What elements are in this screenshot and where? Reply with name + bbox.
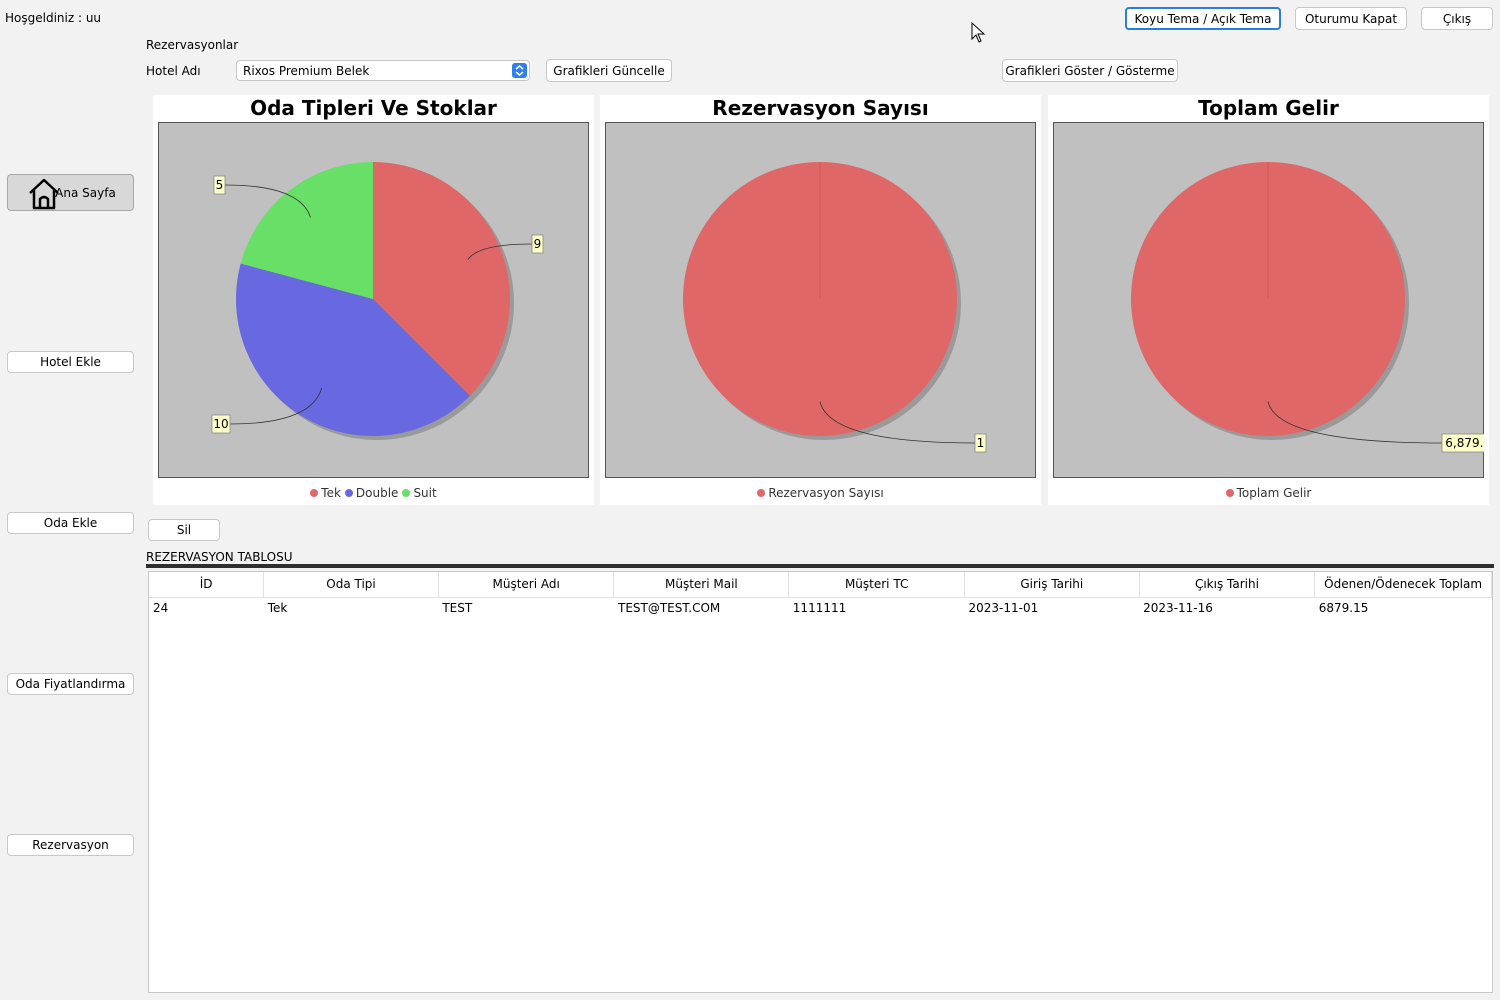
label-leader xyxy=(229,387,323,425)
pie-chart: 1 xyxy=(605,122,1036,478)
data-label: 1 xyxy=(974,433,987,453)
table-row[interactable]: 24 Tek TEST TEST@TEST.COM 1111111 2023-11-01 2… xyxy=(149,597,1492,619)
table-header-cell[interactable]: İD xyxy=(149,572,265,598)
legend-item: Rezervasyon Sayısı xyxy=(757,486,884,500)
data-label-text: 9 xyxy=(534,237,542,251)
pie-slice xyxy=(235,263,470,437)
chart-legend: Rezervasyon Sayısı xyxy=(600,486,1041,500)
divider xyxy=(146,564,1494,568)
legend-item: Tek xyxy=(310,486,341,500)
pie-slice xyxy=(373,162,510,396)
table-cell: 24 xyxy=(153,601,169,616)
sidebar-item-room-pricing[interactable]: Oda Fiyatlandırma xyxy=(7,673,134,695)
table-header-cell[interactable]: Oda Tipi xyxy=(263,572,439,598)
delete-button[interactable]: Sil xyxy=(148,519,220,541)
chart-legend: Tek Double Suit xyxy=(153,486,594,500)
legend-item: Double xyxy=(344,486,399,500)
sidebar-item-hotel-add[interactable]: Hotel Ekle xyxy=(7,351,134,373)
table-cell: 2023-11-01 xyxy=(968,601,1039,616)
sidebar-item-label: Oda Ekle xyxy=(43,516,98,530)
reservation-table[interactable]: İD Oda Tipi Müşteri Adı Müşteri Mail Müşteri… xyxy=(148,571,1493,993)
table-cell: 2023-11-16 xyxy=(1143,601,1213,616)
table-cell: 6879.15 xyxy=(1318,601,1369,616)
select-arrows-icon[interactable] xyxy=(512,63,527,78)
sidebar-item-reservation[interactable]: Rezervasyon xyxy=(7,834,134,856)
pie-slice xyxy=(240,162,373,299)
label-leader xyxy=(224,184,311,218)
chart-room-types: Oda Tipleri Ve Stoklar 9 10 5 Tek Double Sui… xyxy=(153,95,594,505)
mouse-cursor-icon xyxy=(971,22,986,43)
home-icon xyxy=(29,178,59,210)
legend-label: Rezervasyon Sayısı xyxy=(768,486,884,500)
logout-button[interactable]: Oturumu Kapat xyxy=(1295,7,1407,30)
table-header-cell[interactable]: Giriş Tarihi xyxy=(964,572,1140,598)
section-title: Rezervasyonlar xyxy=(146,38,239,52)
sidebar-item-label: Oda Fiyatlandırma xyxy=(15,677,126,691)
pie-chart: 9 10 5 xyxy=(158,122,589,478)
data-label-box xyxy=(211,414,231,434)
legend-label: Tek xyxy=(321,486,341,500)
chart-legend: Toplam Gelir xyxy=(1048,486,1489,500)
table-cell: TEST xyxy=(442,601,473,616)
data-label-box xyxy=(974,433,987,453)
data-label: 6,879.15 xyxy=(1441,433,1484,453)
table-cell: Tek xyxy=(267,601,288,616)
exit-button[interactable]: Çıkış xyxy=(1421,7,1493,30)
legend-swatch xyxy=(310,489,319,497)
hotel-select-value: Rixos Premium Belek xyxy=(243,63,370,78)
sidebar-item-home[interactable]: Ana Sayfa xyxy=(7,174,134,211)
chart-title: Oda Tipleri Ve Stoklar xyxy=(250,96,497,120)
chart-reservation-count: Rezervasyon Sayısı 1 Rezervasyon Sayısı xyxy=(600,95,1041,505)
table-header-row: İD Oda Tipi Müşteri Adı Müşteri Mail Müşteri… xyxy=(149,572,1492,598)
legend-swatch xyxy=(1225,489,1234,497)
sidebar-item-label: Rezervasyon xyxy=(32,838,109,852)
chart-title: Toplam Gelir xyxy=(1198,96,1339,120)
label-leader xyxy=(1267,401,1443,444)
chart-title: Rezervasyon Sayısı xyxy=(712,96,929,120)
data-label-text: 10 xyxy=(213,417,228,431)
data-label: 5 xyxy=(213,175,226,195)
sidebar-item-label: Ana Sayfa xyxy=(55,185,116,200)
legend-item: Toplam Gelir xyxy=(1225,486,1312,500)
welcome-text: Hoşgeldiniz : uu xyxy=(5,11,102,25)
data-label-text: 6,879.15 xyxy=(1445,436,1484,450)
data-label-text: 1 xyxy=(977,436,985,450)
toggle-charts-button[interactable]: Grafikleri Göster / Gösterme xyxy=(1002,59,1178,82)
table-cell: 1111111 xyxy=(792,601,847,616)
table-body[interactable]: 24 Tek TEST TEST@TEST.COM 1111111 2023-11-01 2… xyxy=(149,597,1492,619)
pie-chart: 6,879.15 xyxy=(1053,122,1484,478)
refresh-charts-button[interactable]: Grafikleri Güncelle xyxy=(546,59,672,82)
hotel-label: Hotel Adı xyxy=(146,64,201,78)
table-header-cell[interactable]: Ödenen/Ödenecek Toplam xyxy=(1314,572,1492,598)
legend-label: Suit xyxy=(413,486,437,500)
legend-swatch xyxy=(757,489,766,497)
hotel-select[interactable]: Rixos Premium Belek xyxy=(236,60,530,81)
label-leader xyxy=(467,243,533,260)
sidebar-item-room-add[interactable]: Oda Ekle xyxy=(7,512,134,534)
sidebar-item-label: Hotel Ekle xyxy=(40,355,101,369)
legend-swatch xyxy=(402,489,411,497)
label-leader xyxy=(819,401,976,444)
data-label-box xyxy=(1441,433,1484,453)
data-label: 9 xyxy=(531,234,544,254)
table-header-cell[interactable]: Müşteri TC xyxy=(788,572,965,598)
table-header-cell[interactable]: Çıkış Tarihi xyxy=(1139,572,1316,598)
data-label-box xyxy=(531,234,544,254)
legend-swatch xyxy=(344,489,353,497)
data-label: 10 xyxy=(211,414,231,434)
data-label-text: 5 xyxy=(216,178,224,192)
legend-label: Double xyxy=(355,486,399,500)
data-label-box xyxy=(213,175,226,195)
table-header-cell[interactable]: Müşteri Mail xyxy=(613,572,790,598)
table-header-cell[interactable]: Müşteri Adı xyxy=(438,572,615,598)
table-cell: TEST@TEST.COM xyxy=(617,601,721,616)
table-title: REZERVASYON TABLOSU xyxy=(146,550,293,564)
theme-toggle-button[interactable]: Koyu Tema / Açık Tema xyxy=(1125,7,1281,30)
legend-label: Toplam Gelir xyxy=(1236,486,1312,500)
chart-total-revenue: Toplam Gelir 6,879.15 Toplam Gelir xyxy=(1048,95,1489,505)
legend-item: Suit xyxy=(402,486,437,500)
